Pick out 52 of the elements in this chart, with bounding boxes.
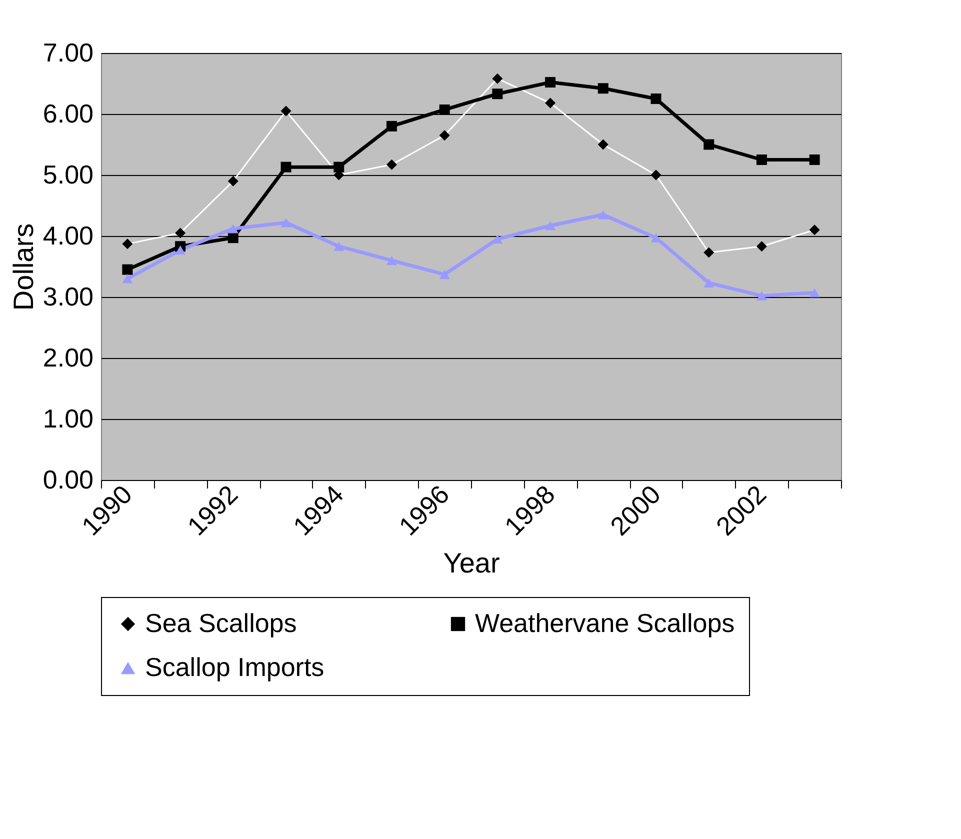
point	[704, 278, 714, 288]
point	[545, 221, 556, 230]
y-tick-label: 4.00	[42, 220, 94, 250]
x-axis-title: Year	[443, 548, 500, 579]
point	[809, 288, 820, 298]
point	[650, 170, 662, 180]
point	[598, 139, 608, 150]
point	[280, 218, 292, 228]
point	[756, 154, 767, 165]
point	[175, 245, 186, 255]
point	[122, 238, 133, 250]
y-tick-label: 5.00	[42, 160, 94, 190]
point	[809, 224, 820, 236]
point	[756, 241, 767, 252]
point	[704, 247, 714, 258]
y-tick-label: 7.00	[42, 38, 94, 68]
point	[545, 77, 556, 88]
point	[280, 106, 292, 116]
point	[386, 120, 397, 132]
point	[492, 234, 503, 244]
point	[228, 232, 238, 244]
legend-label: Scallop Imports	[145, 652, 324, 682]
point	[492, 73, 503, 84]
point	[545, 98, 556, 108]
y-tick-label: 0.00	[42, 464, 94, 494]
point	[704, 139, 714, 150]
point	[334, 242, 344, 251]
point	[598, 83, 608, 94]
point	[175, 228, 186, 238]
point	[492, 88, 503, 100]
point	[598, 210, 608, 220]
y-tick-label: 6.00	[42, 98, 94, 128]
point	[809, 154, 820, 165]
point	[386, 256, 397, 265]
point	[439, 270, 450, 279]
point	[439, 104, 450, 115]
y-tick-label: 2.00	[42, 342, 94, 372]
y-tick-label: 3.00	[42, 282, 94, 312]
y-tick-label: 1.00	[42, 404, 94, 434]
point	[122, 274, 133, 284]
legend-label: Weathervane Scallops	[475, 608, 735, 638]
point	[386, 159, 397, 170]
point	[650, 94, 662, 104]
point	[439, 130, 450, 141]
y-axis-title: Dollars	[8, 223, 39, 311]
point	[280, 162, 292, 172]
point	[122, 264, 133, 275]
point	[228, 176, 238, 186]
point	[228, 224, 238, 234]
point	[334, 162, 344, 172]
legend-label: Sea Scallops	[145, 608, 297, 638]
point	[756, 291, 767, 300]
